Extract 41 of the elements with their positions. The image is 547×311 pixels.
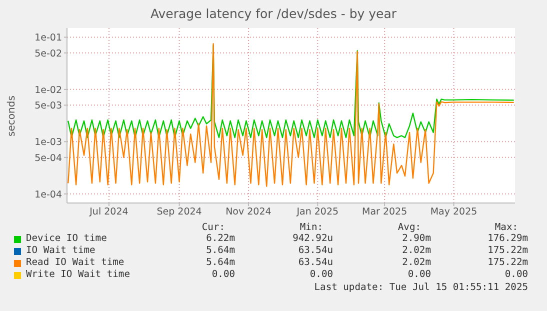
text: 0.00 (408, 269, 431, 280)
text: 0.00 (310, 269, 333, 280)
text: 63.54u (298, 257, 333, 268)
legend-label: Device IO time (26, 233, 107, 244)
text: 175.22m (488, 245, 528, 256)
text: 6.22m (206, 233, 235, 244)
y-tick-label: 5e-03 (34, 100, 62, 112)
chart-title: Average latency for /dev/sdes - by year (149, 6, 398, 21)
text: 176.29m (488, 233, 528, 244)
text: 5.64m (206, 257, 235, 268)
text: Max: (494, 222, 518, 233)
legend-label: Read IO Wait time (26, 257, 124, 268)
text: 5.64m (206, 245, 235, 256)
text: Cur: (202, 222, 225, 233)
y-tick-label: 5e-04 (34, 152, 62, 164)
text: Last update: Tue Jul 15 01:55:11 2025 (314, 282, 528, 293)
x-tick-label: Mar 2025 (362, 206, 408, 218)
y-tick-label: 1e-01 (34, 32, 62, 44)
text: 2.02m (402, 245, 431, 256)
text: Avg: (398, 222, 421, 233)
y-axis-title: seconds (6, 96, 18, 136)
y-tick-label: 1e-02 (34, 84, 62, 96)
x-tick-label: Sep 2024 (156, 206, 202, 218)
y-tick-label: 5e-02 (34, 48, 62, 60)
legend-label: IO Wait time (26, 245, 96, 256)
line-series (68, 43, 514, 187)
x-tick-label: Nov 2024 (226, 206, 272, 218)
y-tick-label: 1e-03 (34, 137, 62, 148)
text: 2.90m (402, 233, 431, 244)
x-tick-label: Jan 2025 (296, 206, 339, 218)
text: 175.22m (488, 257, 528, 268)
legend-label: Write IO Wait time (26, 269, 130, 280)
text: 0.00 (504, 269, 528, 280)
text: 0.00 (212, 269, 235, 280)
text: 2.02m (402, 257, 431, 268)
text: 942.92u (292, 233, 333, 244)
y-tick-label: 1e-04 (34, 189, 62, 200)
text: 63.54u (298, 245, 333, 256)
text: Min: (300, 222, 323, 233)
x-tick-label: May 2025 (430, 206, 478, 218)
x-tick-label: Jul 2024 (88, 206, 128, 218)
